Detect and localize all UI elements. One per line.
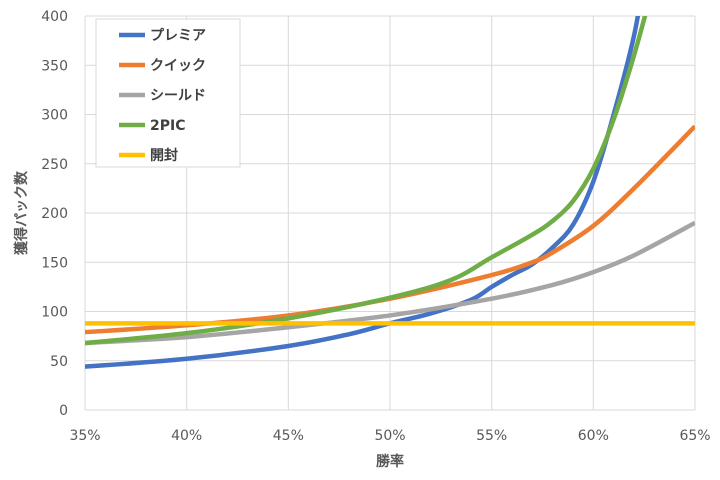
series-layer xyxy=(85,16,695,369)
x-tick-label: 50% xyxy=(374,428,405,444)
legend-label: 2PIC xyxy=(150,118,186,134)
legend-label: シールド xyxy=(150,88,206,104)
y-axis-title: 獲得パック数 xyxy=(13,170,30,255)
y-tick-label: 250 xyxy=(41,157,68,173)
series-line-3 xyxy=(85,220,695,346)
x-tick-label: 35% xyxy=(69,428,100,444)
x-tick-label: 55% xyxy=(476,428,507,444)
y-tick-label: 200 xyxy=(41,206,68,222)
x-axis-title: 勝率 xyxy=(376,453,404,470)
legend-item: 2PIC xyxy=(119,118,186,134)
legend-item: クイック xyxy=(119,58,206,74)
y-tick-label: 0 xyxy=(59,403,68,419)
legend-item: プレミア xyxy=(119,28,206,44)
y-tick-label: 400 xyxy=(41,9,68,25)
legend-item: 開封 xyxy=(119,147,178,164)
legend-item: シールド xyxy=(119,88,206,104)
x-tick-label: 45% xyxy=(273,428,304,444)
y-tick-label: 100 xyxy=(41,305,68,321)
y-tick-label: 150 xyxy=(41,255,68,271)
x-tick-label: 60% xyxy=(578,428,609,444)
legend-label: クイック xyxy=(150,58,206,74)
legend-label: プレミア xyxy=(150,28,206,44)
legend-label: 開封 xyxy=(150,147,178,164)
y-tick-label: 350 xyxy=(41,58,68,74)
y-tick-label: 300 xyxy=(41,108,68,124)
y-tick-labels: 0 50 100 150 200 250 300 350 400 xyxy=(41,9,68,419)
y-tick-label: 50 xyxy=(50,354,68,370)
x-tick-labels: 35% 40% 45% 50% 55% 60% 65% xyxy=(69,428,710,444)
x-tick-label: 40% xyxy=(171,428,202,444)
x-tick-label: 65% xyxy=(679,428,710,444)
